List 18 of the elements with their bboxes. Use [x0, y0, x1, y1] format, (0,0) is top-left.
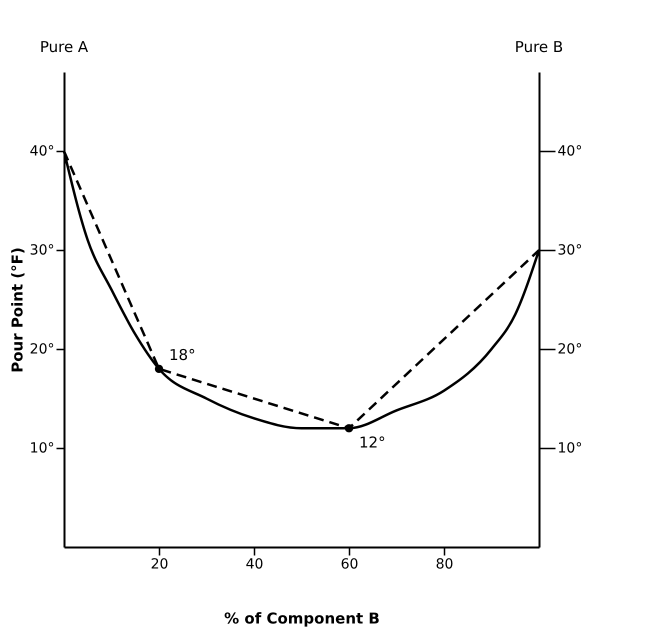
text: Pure B	[514, 38, 564, 56]
x-tick-label: 20	[150, 556, 168, 572]
text: Pure A	[40, 38, 89, 56]
x-tick-label: 60	[340, 556, 358, 572]
y-tick-label: 30°	[30, 242, 54, 259]
y-axis-title: Pour Point (°F)	[8, 247, 27, 373]
x-tick-label: 80	[436, 556, 454, 572]
annotation: 18°	[169, 346, 196, 364]
y2-tick-label: 40°	[558, 144, 582, 160]
y2-tick-label: 10°	[558, 440, 582, 457]
y-tick-label: 20°	[30, 342, 54, 358]
y2-tick-label: 30°	[558, 242, 582, 259]
y-tick-label: 10°	[30, 440, 54, 457]
annotation: 12°	[359, 433, 386, 452]
x-axis-title: % of Component B	[224, 610, 380, 628]
y2-tick-label: 20°	[558, 342, 582, 358]
x-tick-label: 40	[246, 556, 264, 572]
y-tick-label: 40°	[30, 144, 54, 160]
